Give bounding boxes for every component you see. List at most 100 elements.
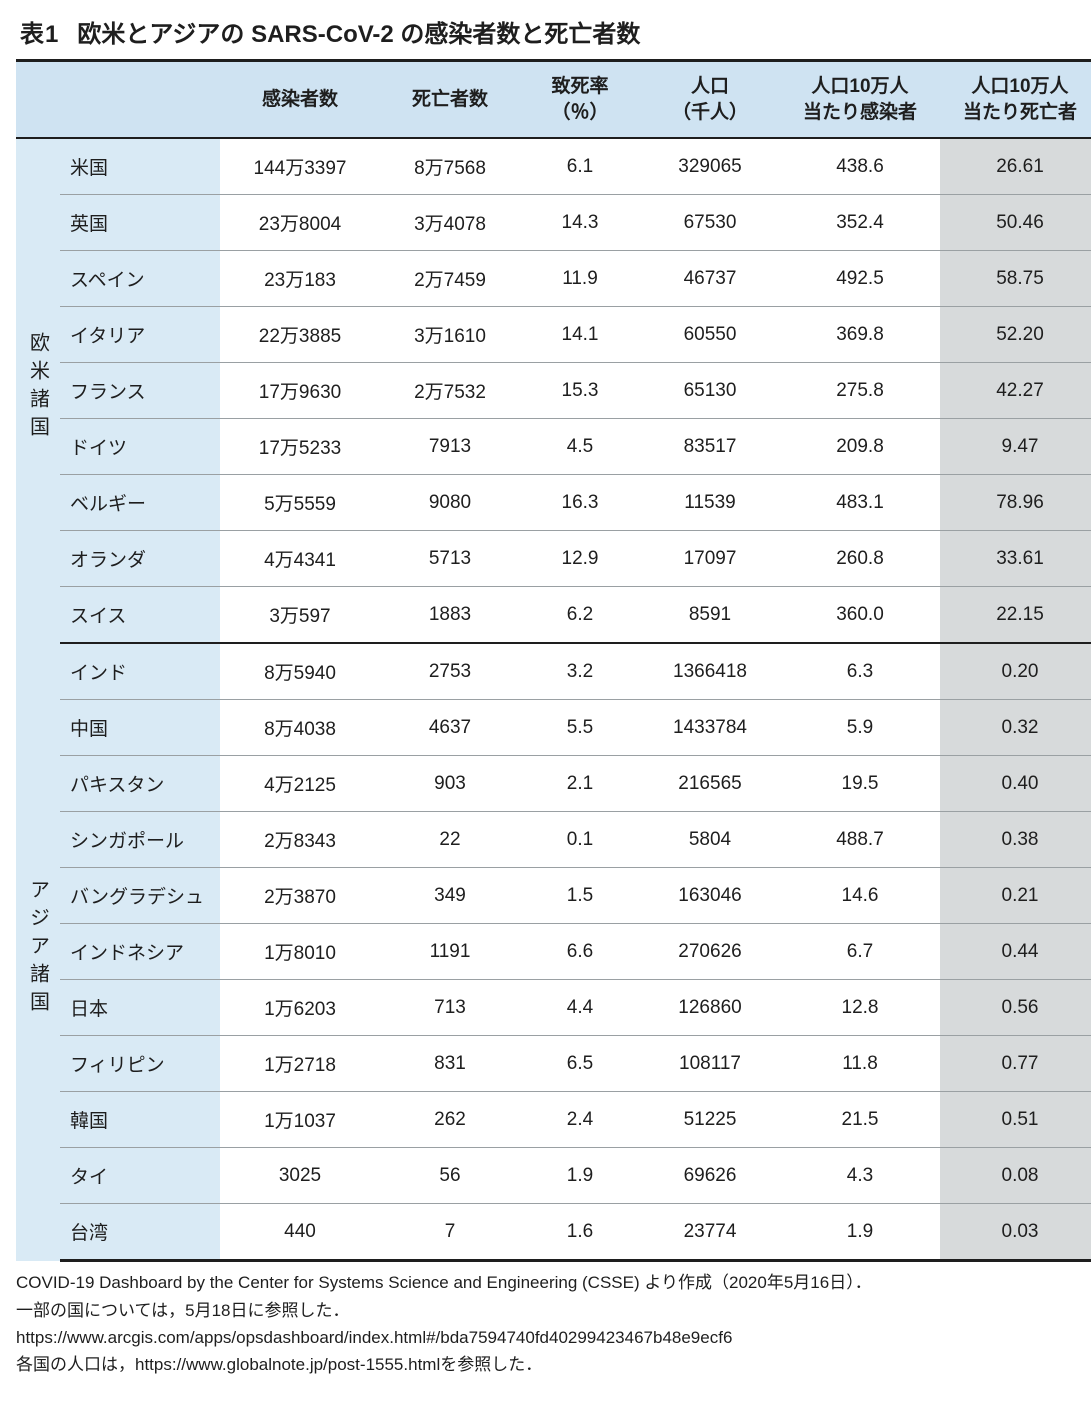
data-cell: 12.8 (780, 980, 940, 1036)
header-blank-country (60, 61, 220, 139)
data-cell: 4.5 (520, 419, 640, 475)
data-cell: 12.9 (520, 531, 640, 587)
country-name: 日本 (60, 980, 220, 1036)
table-row: タイ3025561.9696264.30.08 (16, 1148, 1091, 1204)
table-row: フィリピン1万27188316.510811711.80.77 (16, 1036, 1091, 1092)
data-cell: 14.3 (520, 195, 640, 251)
header-col-1: 感染者数 (220, 61, 380, 139)
data-cell: 5804 (640, 812, 780, 868)
data-cell: 8万5940 (220, 643, 380, 700)
data-cell: 1883 (380, 587, 520, 644)
data-cell: 22 (380, 812, 520, 868)
country-name: 英国 (60, 195, 220, 251)
data-cell: 329065 (640, 138, 780, 195)
data-cell: 22万3885 (220, 307, 380, 363)
group-label-text: アジア諸国 (24, 879, 53, 1019)
country-name: インドネシア (60, 924, 220, 980)
data-cell: 0.77 (940, 1036, 1091, 1092)
table-row: 英国23万80043万407814.367530352.450.46 (16, 195, 1091, 251)
table-row: アジア諸国インド8万594027533.213664186.30.20 (16, 643, 1091, 700)
data-cell: 0.51 (940, 1092, 1091, 1148)
data-cell: 440 (220, 1204, 380, 1261)
data-cell: 1.5 (520, 868, 640, 924)
data-cell: 360.0 (780, 587, 940, 644)
data-cell: 23万8004 (220, 195, 380, 251)
data-cell: 6.7 (780, 924, 940, 980)
data-cell: 2.1 (520, 756, 640, 812)
country-name: オランダ (60, 531, 220, 587)
data-cell: 42.27 (940, 363, 1091, 419)
data-cell: 0.1 (520, 812, 640, 868)
data-cell: 67530 (640, 195, 780, 251)
data-cell: 78.96 (940, 475, 1091, 531)
data-cell: 52.20 (940, 307, 1091, 363)
data-cell: 4637 (380, 700, 520, 756)
data-cell: 17万9630 (220, 363, 380, 419)
data-cell: 438.6 (780, 138, 940, 195)
data-cell: 46737 (640, 251, 780, 307)
footnote-line: 一部の国については，5月18日に参照した． (16, 1298, 1075, 1324)
table-row: ドイツ17万523379134.583517209.89.47 (16, 419, 1091, 475)
table-body: 欧米諸国米国144万33978万75686.1329065438.626.61英… (16, 138, 1091, 1261)
country-name: インド (60, 643, 220, 700)
data-cell: 0.32 (940, 700, 1091, 756)
data-cell: 17097 (640, 531, 780, 587)
data-cell: 6.3 (780, 643, 940, 700)
data-cell: 1.9 (520, 1148, 640, 1204)
data-cell: 275.8 (780, 363, 940, 419)
data-cell: 4.3 (780, 1148, 940, 1204)
data-cell: 0.40 (940, 756, 1091, 812)
data-cell: 11.9 (520, 251, 640, 307)
data-cell: 352.4 (780, 195, 940, 251)
country-name: スペイン (60, 251, 220, 307)
data-cell: 51225 (640, 1092, 780, 1148)
country-name: イタリア (60, 307, 220, 363)
table-row: パキスタン4万21259032.121656519.50.40 (16, 756, 1091, 812)
table-row: スイス3万59718836.28591360.022.15 (16, 587, 1091, 644)
table-row: バングラデシュ2万38703491.516304614.60.21 (16, 868, 1091, 924)
data-cell: 16.3 (520, 475, 640, 531)
data-cell: 1万1037 (220, 1092, 380, 1148)
table-row: 台湾44071.6237741.90.03 (16, 1204, 1091, 1261)
country-name: タイ (60, 1148, 220, 1204)
data-cell: 33.61 (940, 531, 1091, 587)
data-cell: 713 (380, 980, 520, 1036)
data-cell: 14.6 (780, 868, 940, 924)
country-name: 台湾 (60, 1204, 220, 1261)
data-cell: 216565 (640, 756, 780, 812)
data-cell: 3万597 (220, 587, 380, 644)
data-cell: 349 (380, 868, 520, 924)
data-cell: 50.46 (940, 195, 1091, 251)
data-cell: 26.61 (940, 138, 1091, 195)
data-cell: 144万3397 (220, 138, 380, 195)
data-cell: 8万4038 (220, 700, 380, 756)
header-col-4: 人口（千人） (640, 61, 780, 139)
data-cell: 5.5 (520, 700, 640, 756)
country-name: フィリピン (60, 1036, 220, 1092)
table-row: ベルギー5万5559908016.311539483.178.96 (16, 475, 1091, 531)
group-label-text: 欧米諸国 (24, 332, 53, 444)
data-cell: 369.8 (780, 307, 940, 363)
table-row: スペイン23万1832万745911.946737492.558.75 (16, 251, 1091, 307)
data-cell: 65130 (640, 363, 780, 419)
data-cell: 492.5 (780, 251, 940, 307)
data-cell: 83517 (640, 419, 780, 475)
country-name: ドイツ (60, 419, 220, 475)
country-name: スイス (60, 587, 220, 644)
data-cell: 9080 (380, 475, 520, 531)
data-cell: 3025 (220, 1148, 380, 1204)
data-cell: 126860 (640, 980, 780, 1036)
table-row: オランダ4万4341571312.917097260.833.61 (16, 531, 1091, 587)
data-cell: 262 (380, 1092, 520, 1148)
table-row: 日本1万62037134.412686012.80.56 (16, 980, 1091, 1036)
data-cell: 2万7459 (380, 251, 520, 307)
footnote-line: 各国の人口は，https://www.globalnote.jp/post-15… (16, 1352, 1075, 1378)
header-col-3: 致死率（％） (520, 61, 640, 139)
data-cell: 1366418 (640, 643, 780, 700)
table-row: 中国8万403846375.514337845.90.32 (16, 700, 1091, 756)
data-cell: 14.1 (520, 307, 640, 363)
header-col-6: 人口10万人当たり死亡者 (940, 61, 1091, 139)
country-name: 韓国 (60, 1092, 220, 1148)
data-cell: 0.03 (940, 1204, 1091, 1261)
data-cell: 0.44 (940, 924, 1091, 980)
